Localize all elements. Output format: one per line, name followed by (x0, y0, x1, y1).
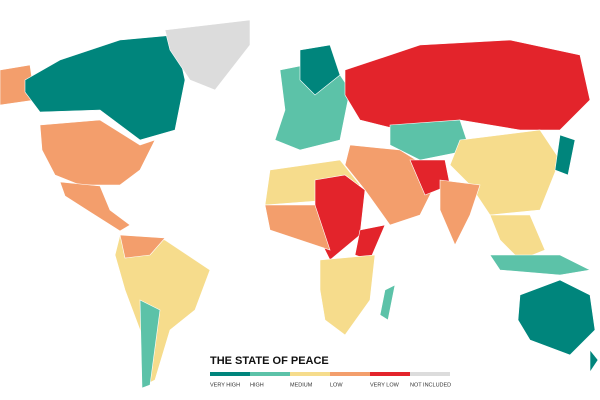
region (319, 254, 376, 336)
legend-label: LOW (330, 382, 343, 388)
legend-label: VERY LOW (370, 382, 400, 388)
legend-label: NOT INCLUDED (410, 382, 451, 388)
legend-swatch (330, 372, 370, 376)
region (489, 214, 546, 261)
legend-swatch (410, 372, 450, 376)
legend: THE STATE OF PEACE VERY HIGH HIGH MEDIUM LO… (210, 355, 451, 388)
legend-swatch (250, 372, 290, 376)
world-map (0, 19, 599, 389)
legend-swatch (210, 372, 250, 376)
region (517, 279, 596, 356)
region (39, 119, 156, 186)
region (114, 234, 211, 386)
region (164, 19, 251, 91)
region (299, 44, 341, 96)
region (24, 34, 186, 141)
map-title: THE STATE OF PEACE (210, 355, 329, 367)
region (489, 254, 591, 276)
region (449, 129, 561, 216)
region (59, 181, 131, 232)
region (554, 134, 576, 176)
legend-swatch (370, 372, 410, 376)
legend-label: MEDIUM (290, 382, 313, 388)
region (439, 179, 481, 246)
legend-label: HIGH (250, 382, 264, 388)
region (344, 39, 591, 131)
region (264, 204, 331, 251)
region (389, 119, 471, 161)
region (379, 284, 396, 321)
legend-swatch (290, 372, 330, 376)
region (139, 299, 161, 389)
region (589, 349, 599, 373)
region (119, 234, 166, 259)
legend-label: VERY HIGH (210, 382, 240, 388)
